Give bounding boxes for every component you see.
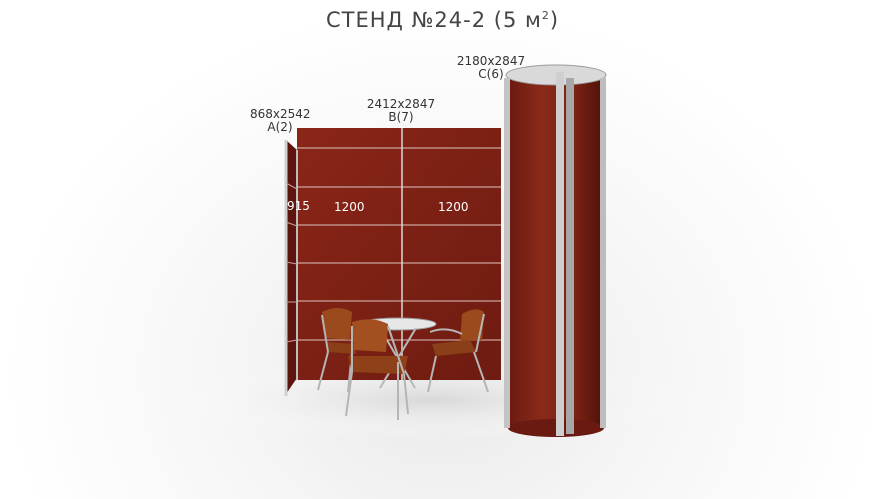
panel-c-code: C(6) xyxy=(478,67,504,81)
panel-c-size: 2180x2847 xyxy=(456,54,526,68)
panel-label-a: 868x2542 A(2) xyxy=(250,107,311,134)
panel-b-code: B(7) xyxy=(388,110,414,124)
dimension-side: 915 xyxy=(287,199,310,213)
column-c xyxy=(504,64,607,437)
chair-left xyxy=(317,308,356,393)
chair-right xyxy=(427,309,489,393)
dimension-back-right: 1200 xyxy=(438,200,469,214)
panel-a-size: 868x2542 xyxy=(250,107,311,121)
panel-label-c: 2180x2847 C(6) xyxy=(456,55,526,81)
dimension-back-left: 1200 xyxy=(334,200,365,214)
panel-b-size: 2412x2847 xyxy=(366,97,436,111)
chair-front xyxy=(345,319,409,420)
panel-label-b: 2412x2847 B(7) xyxy=(366,98,436,124)
side-wall-a xyxy=(284,140,298,396)
stand-title: СТЕНД №24-2 (5 м2) xyxy=(325,8,560,32)
panel-a-code: A(2) xyxy=(267,120,293,134)
